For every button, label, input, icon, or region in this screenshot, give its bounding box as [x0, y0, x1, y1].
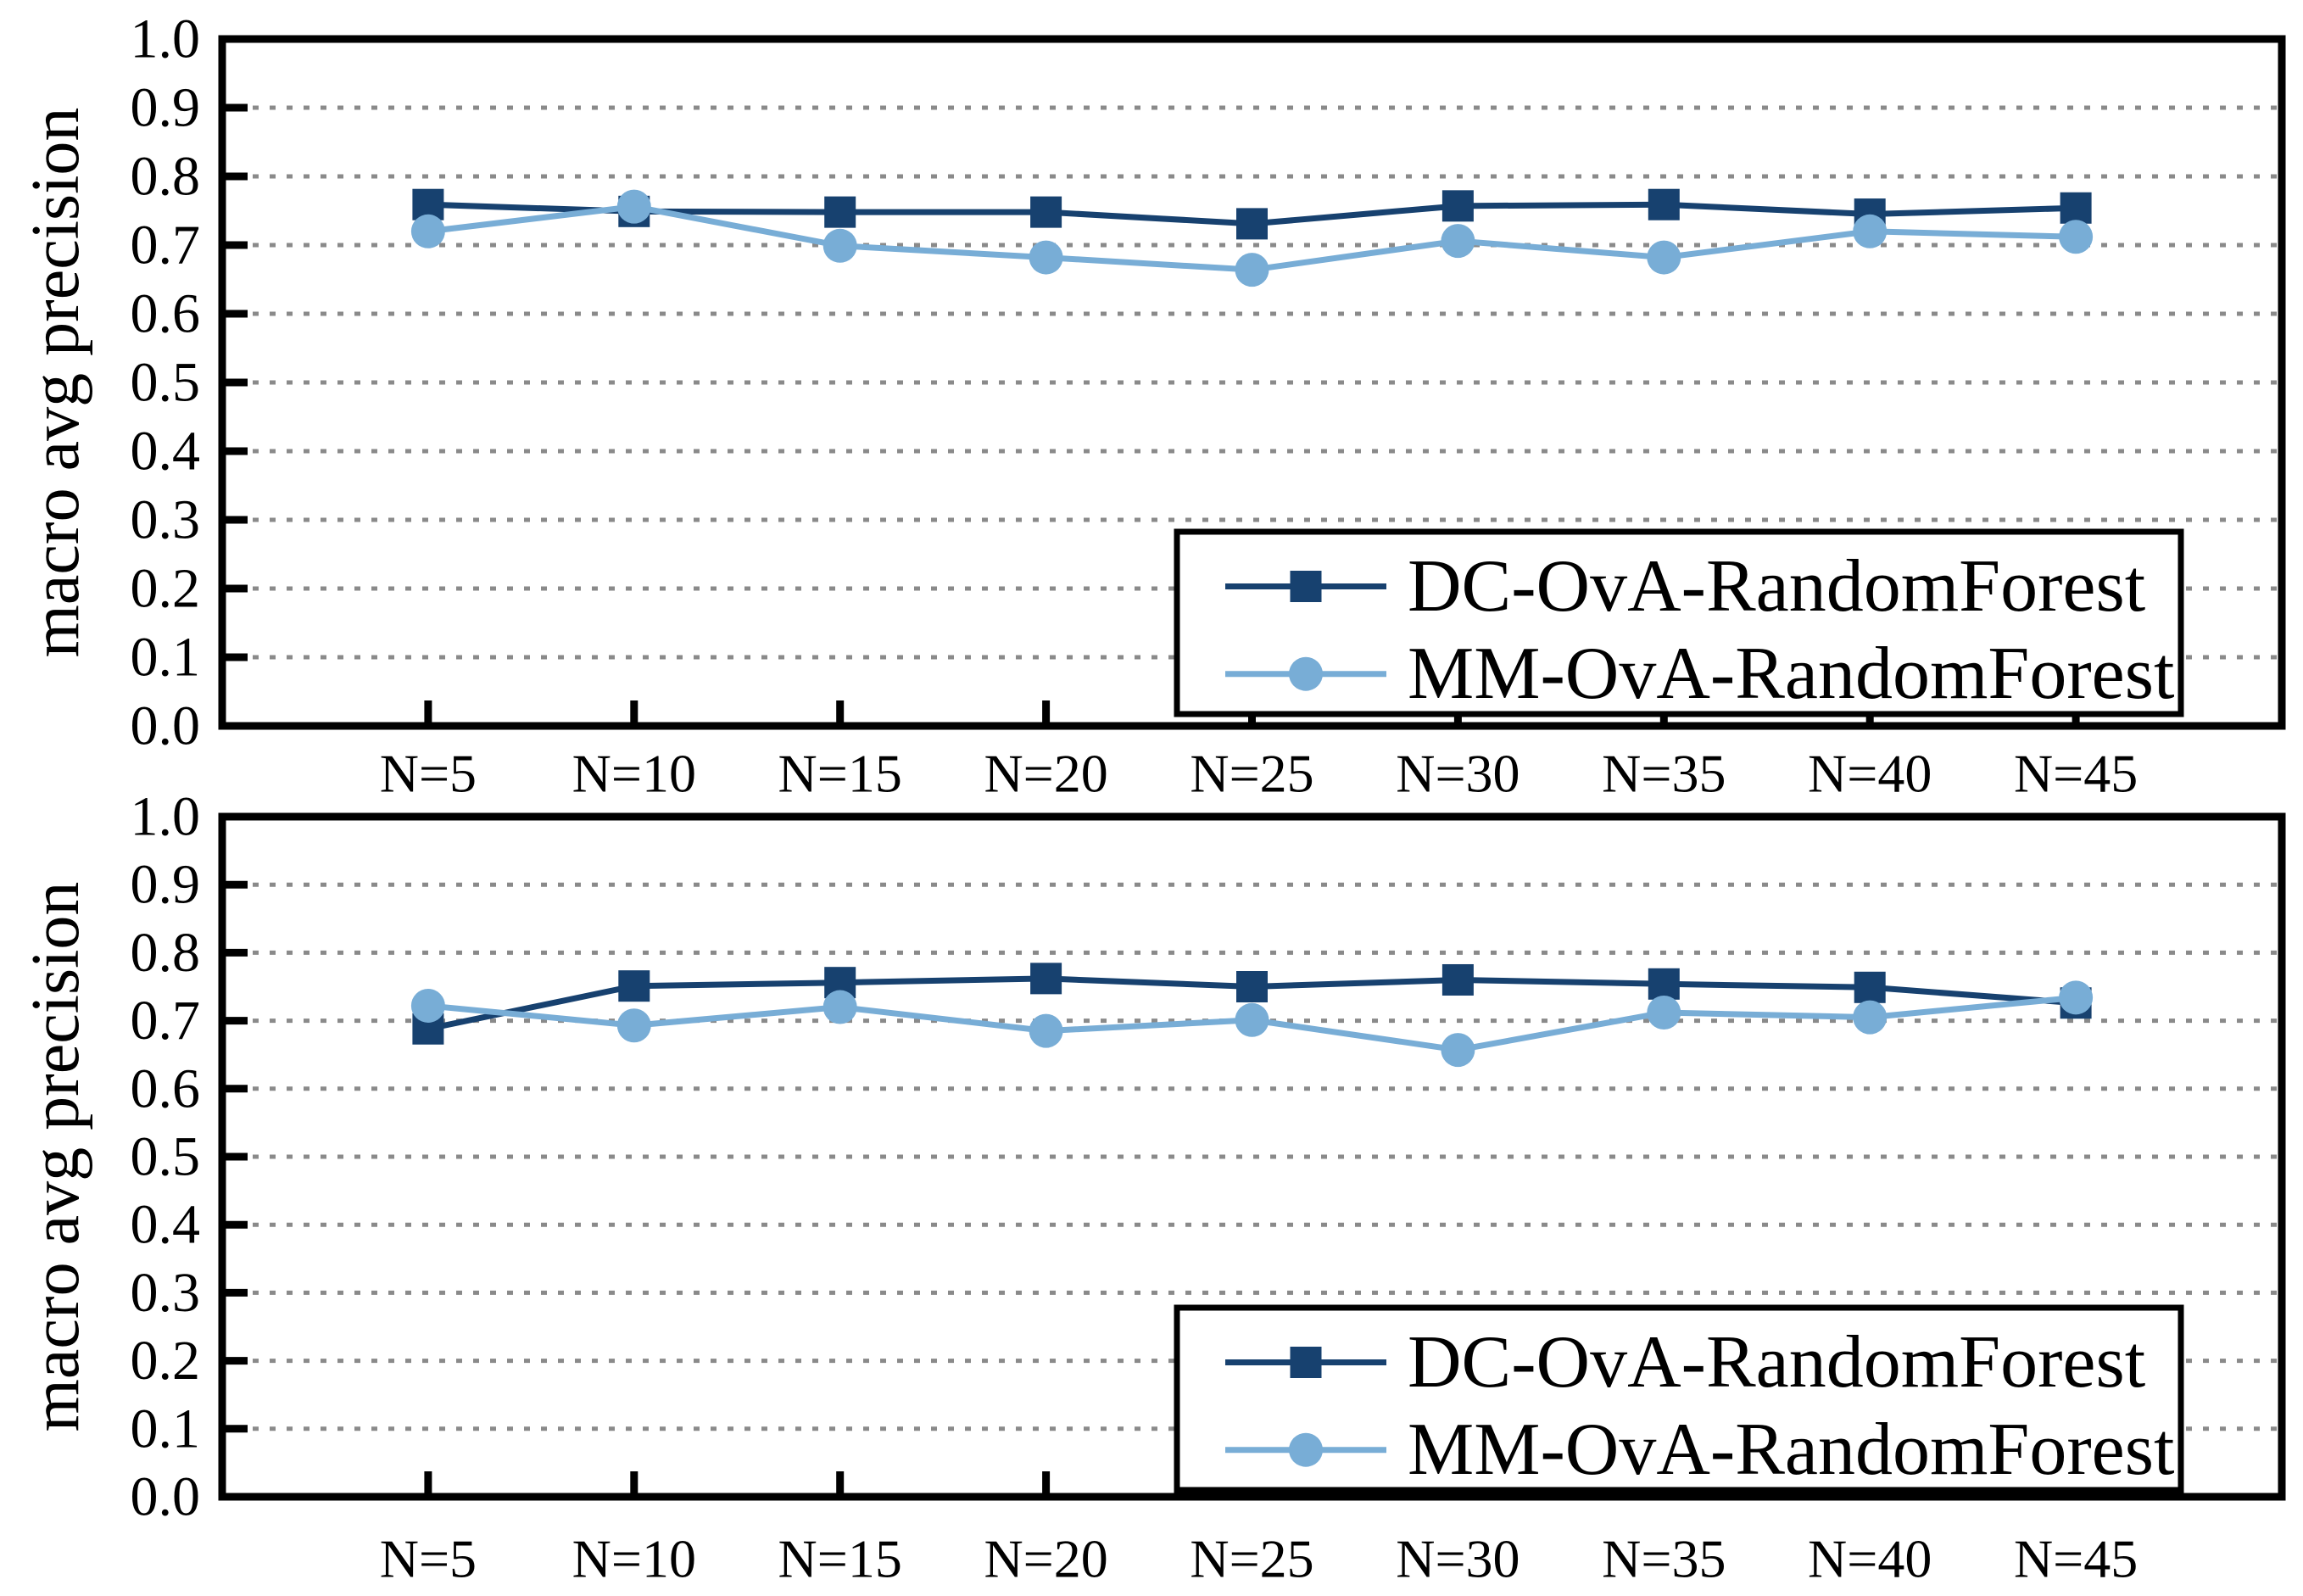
series-marker-square — [1648, 188, 1680, 220]
legend-marker-circle-icon — [1289, 1432, 1323, 1467]
plot-border — [218, 812, 2286, 1501]
series-marker-square — [1030, 196, 1062, 228]
plot-border — [218, 35, 2286, 730]
series-marker-square — [1648, 968, 1680, 1000]
y-tick-label: 0.9 — [131, 77, 201, 139]
y-tick-label: 0.5 — [131, 1126, 201, 1188]
x-tick-label: N=5 — [380, 744, 477, 804]
legend-marker-circle-icon — [1289, 656, 1323, 691]
series-marker-circle — [1235, 253, 1269, 287]
series-marker-circle — [616, 189, 651, 224]
y-tick-label: 0.3 — [131, 489, 201, 551]
series-marker-circle — [410, 214, 445, 248]
legend-label: DC-OvA-RandomForest — [1408, 1321, 2145, 1403]
series-marker-circle — [2059, 980, 2094, 1015]
y-axis-title: macro avg precision — [19, 108, 93, 658]
series-marker-square — [1236, 971, 1268, 1002]
series-marker-circle — [1853, 214, 1888, 248]
chart-top: 0.00.1 0.2 0.30.4 0.5 0.6 0.7 0.8 0.9 1.0 N=5 N=10… — [19, 8, 2286, 804]
legend-marker-square-icon — [1290, 1347, 1322, 1378]
y-tick-label: 0.2 — [131, 1330, 201, 1392]
legend-box — [1174, 1304, 2184, 1493]
y-tick-label: 0.6 — [131, 1057, 201, 1119]
x-tick-label: N=20 — [984, 744, 1107, 804]
x-tick-label: N=35 — [1602, 1529, 1726, 1589]
series-marker-square — [1441, 963, 1474, 996]
series-marker-square — [824, 196, 856, 228]
series-marker-square — [1441, 190, 1474, 222]
series-marker-circle — [1029, 240, 1063, 275]
y-tick-label: 0.9 — [131, 854, 201, 916]
y-tick-label: 0.8 — [131, 922, 201, 984]
legend-marker-square-icon — [1290, 571, 1322, 602]
y-tick-label: 1.0 — [131, 8, 201, 70]
y-tick-label: 1.0 — [131, 786, 201, 848]
legend-label: DC-OvA-RandomForest — [1408, 545, 2145, 628]
x-tick-label: N=45 — [2014, 1529, 2138, 1589]
y-tick-label: 0.5 — [131, 352, 201, 414]
x-tick-label: N=30 — [1396, 744, 1520, 804]
y-axis-title: macro avg precision — [19, 882, 93, 1432]
x-tick-label: N=40 — [1808, 744, 1932, 804]
series-marker-circle — [1853, 1000, 1888, 1035]
y-tick-label: 0.8 — [131, 146, 201, 208]
y-tick-label: 0.3 — [131, 1262, 201, 1324]
x-tick-label: N=10 — [572, 744, 696, 804]
legend-label: MM-OvA-RandomForest — [1408, 633, 2174, 715]
series-marker-square — [1854, 971, 1886, 1003]
legend-box — [1174, 528, 2184, 717]
y-tick-label: 0.7 — [131, 990, 201, 1052]
y-tick-label: 0.7 — [131, 215, 201, 276]
x-tick-label: N=30 — [1396, 1529, 1520, 1589]
y-tick-label: 0.0 — [131, 1466, 201, 1528]
x-tick-label: N=15 — [778, 744, 902, 804]
series-marker-circle — [822, 228, 857, 263]
x-tick-label: N=15 — [778, 1529, 902, 1589]
x-tick-label: N=40 — [1808, 1529, 1932, 1589]
x-tick-label: N=10 — [572, 1529, 696, 1589]
series-marker-square — [618, 970, 650, 1002]
y-tick-label: 0.1 — [131, 627, 201, 689]
y-tick-label: 0.6 — [131, 283, 201, 345]
y-tick-label: 0.1 — [131, 1398, 201, 1459]
series-marker-circle — [2059, 220, 2094, 254]
x-tick-label: N=20 — [984, 1529, 1107, 1589]
y-tick-label: 0.4 — [131, 1194, 201, 1256]
series-marker-square — [2060, 192, 2092, 224]
series-marker-circle — [1441, 224, 1475, 259]
series-marker-circle — [1647, 240, 1681, 275]
x-tick-label: N=25 — [1190, 1529, 1313, 1589]
series-marker-square — [1030, 963, 1062, 995]
series-marker-circle — [410, 988, 445, 1023]
y-tick-label: 0.2 — [131, 558, 201, 620]
x-tick-label: N=5 — [380, 1529, 477, 1589]
y-tick-label: 0.4 — [131, 421, 201, 483]
x-tick-label: N=25 — [1190, 744, 1313, 804]
x-tick-label: N=45 — [2014, 744, 2138, 804]
y-tick-label: 0.0 — [131, 695, 201, 757]
legend-label: MM-OvA-RandomForest — [1408, 1409, 2174, 1491]
series-marker-circle — [1029, 1013, 1063, 1048]
series-marker-circle — [1647, 995, 1681, 1030]
series-marker-circle — [1235, 1002, 1269, 1037]
series-marker-circle — [822, 990, 857, 1024]
chart-bottom: 0.0 0.10.20.30.40.5 0.60.70.80.91.0 N=5 N=10… — [19, 786, 2286, 1589]
series-marker-square — [1236, 208, 1268, 240]
x-tick-label: N=35 — [1602, 744, 1726, 804]
series-marker-circle — [1441, 1033, 1475, 1068]
series-marker-circle — [616, 1008, 651, 1043]
